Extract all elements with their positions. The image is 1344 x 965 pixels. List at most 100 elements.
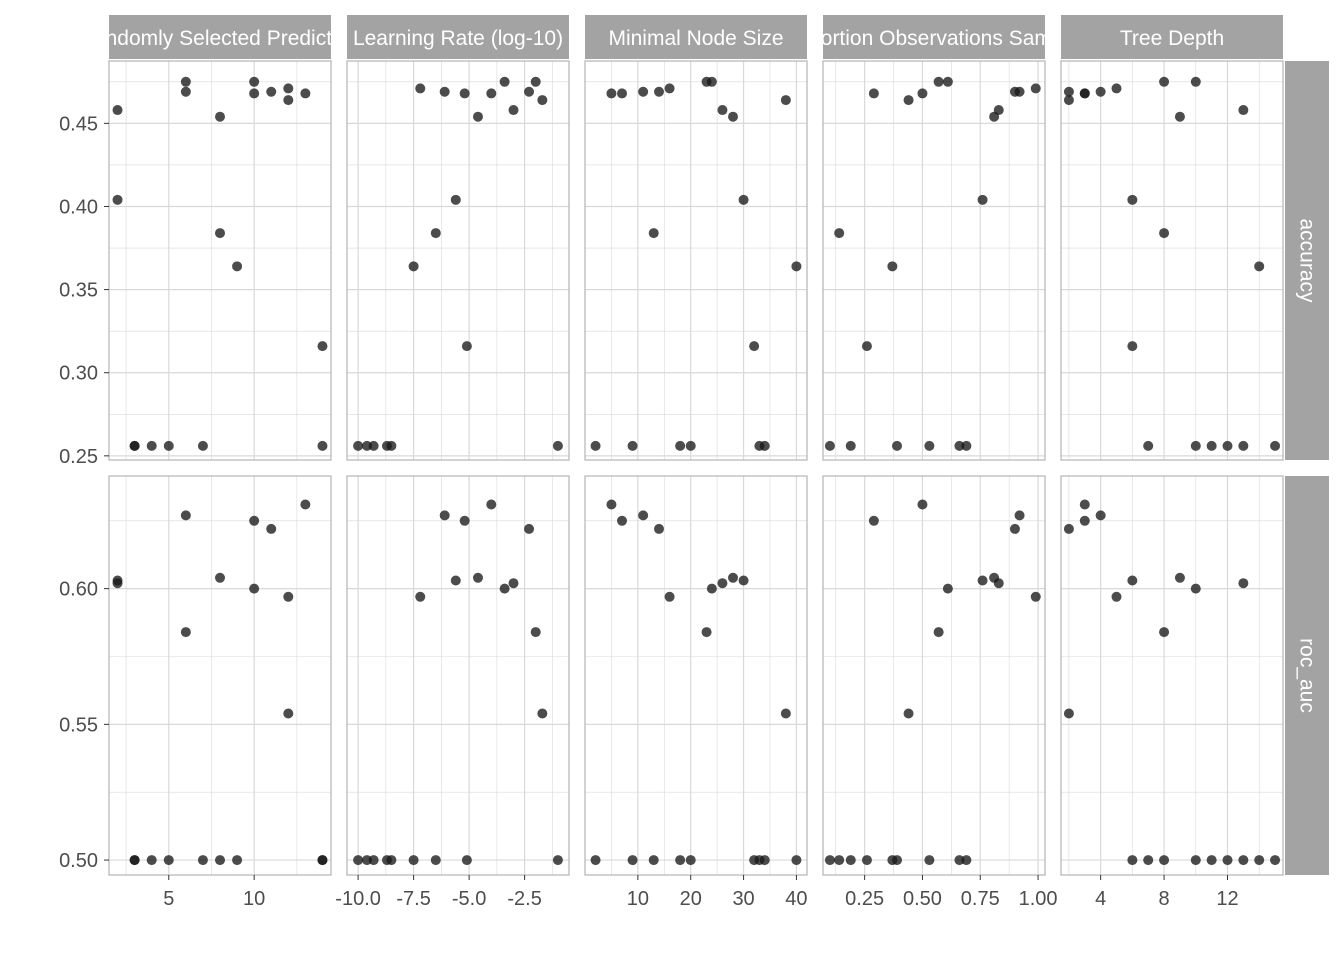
x-tick-label: 12	[1216, 888, 1238, 910]
data-point	[903, 708, 914, 719]
x-tick-label: 1.00	[1019, 888, 1058, 910]
x-tick-label: -5.0	[452, 888, 486, 910]
data-point	[961, 440, 972, 451]
data-point	[606, 88, 617, 99]
data-point	[1190, 440, 1201, 451]
data-point	[215, 111, 225, 122]
panel-background	[823, 476, 1045, 875]
data-point	[664, 591, 675, 602]
x-tick-label: 10	[627, 888, 649, 910]
facet-strip-label: Learning Rate (log-10)	[353, 27, 563, 50]
data-point	[1079, 88, 1090, 99]
data-point	[249, 583, 260, 594]
data-point	[1190, 76, 1201, 87]
data-point	[486, 499, 497, 510]
x-tick-label: 30	[732, 888, 754, 910]
panel-border	[1060, 60, 1284, 461]
data-point	[459, 88, 470, 99]
panel-background	[823, 61, 1045, 460]
data-point	[954, 855, 965, 866]
data-point	[728, 572, 738, 583]
data-point	[1270, 855, 1281, 866]
data-point	[146, 440, 157, 451]
data-point	[654, 86, 664, 97]
data-point	[834, 855, 845, 866]
data-point	[648, 855, 659, 866]
data-point	[353, 440, 364, 451]
data-point	[215, 855, 225, 866]
panel-border	[822, 475, 1046, 876]
data-point	[1222, 855, 1233, 866]
facet-strip-label: Tree Depth	[1120, 27, 1224, 50]
data-point	[1127, 575, 1138, 586]
y-tick-label: 0.25	[59, 446, 98, 468]
data-point	[163, 855, 174, 866]
data-point	[1063, 708, 1074, 719]
data-point	[215, 572, 225, 583]
data-point	[617, 88, 627, 99]
y-tick-label: 0.30	[59, 363, 98, 385]
data-point	[738, 194, 749, 205]
data-point	[977, 575, 988, 586]
panel-background	[109, 61, 331, 460]
data-point	[685, 855, 696, 866]
x-tick-label: -7.5	[396, 888, 430, 910]
data-point	[537, 708, 548, 719]
data-point	[824, 855, 835, 866]
data-point	[1079, 515, 1090, 526]
data-point	[868, 515, 879, 526]
data-point	[749, 341, 760, 352]
data-point	[675, 440, 686, 451]
data-point	[353, 855, 364, 866]
panel-border	[108, 475, 332, 876]
data-point	[430, 228, 441, 239]
data-point	[717, 105, 728, 116]
data-point	[197, 440, 208, 451]
data-point	[499, 76, 510, 87]
data-point	[590, 855, 601, 866]
data-point	[537, 95, 548, 106]
data-point	[977, 194, 988, 205]
data-point	[112, 105, 123, 116]
data-point	[993, 105, 1004, 116]
data-point	[685, 440, 696, 451]
data-point	[1190, 855, 1201, 866]
data-point	[249, 515, 260, 526]
data-point	[180, 76, 191, 87]
x-tick-label: 5	[163, 888, 174, 910]
data-point	[759, 440, 770, 451]
data-point	[824, 440, 835, 451]
data-point	[1206, 855, 1217, 866]
data-point	[283, 591, 294, 602]
data-point	[728, 111, 738, 122]
data-point	[868, 88, 879, 99]
data-point	[903, 95, 914, 106]
data-point	[1254, 855, 1265, 866]
data-point	[917, 499, 928, 510]
data-point	[606, 499, 617, 510]
data-point	[450, 575, 461, 586]
data-point	[845, 440, 856, 451]
data-point	[780, 708, 791, 719]
data-point	[1030, 591, 1041, 602]
y-tick-label: 0.35	[59, 280, 98, 302]
facet-strip-label: roc_auc	[1296, 638, 1319, 713]
data-point	[701, 627, 712, 638]
data-point	[1127, 341, 1138, 352]
data-point	[283, 708, 294, 719]
data-point	[933, 76, 944, 87]
data-point	[1174, 572, 1185, 583]
data-point	[638, 86, 649, 97]
data-point	[590, 440, 601, 451]
x-tick-label: 0.50	[903, 888, 942, 910]
data-point	[617, 515, 627, 526]
facet-strip	[1285, 61, 1329, 460]
data-point	[499, 583, 510, 594]
data-point	[317, 440, 328, 451]
data-point	[664, 83, 675, 94]
data-point	[942, 76, 953, 87]
data-point	[530, 627, 541, 638]
data-point	[654, 523, 664, 534]
data-point	[1095, 86, 1106, 97]
